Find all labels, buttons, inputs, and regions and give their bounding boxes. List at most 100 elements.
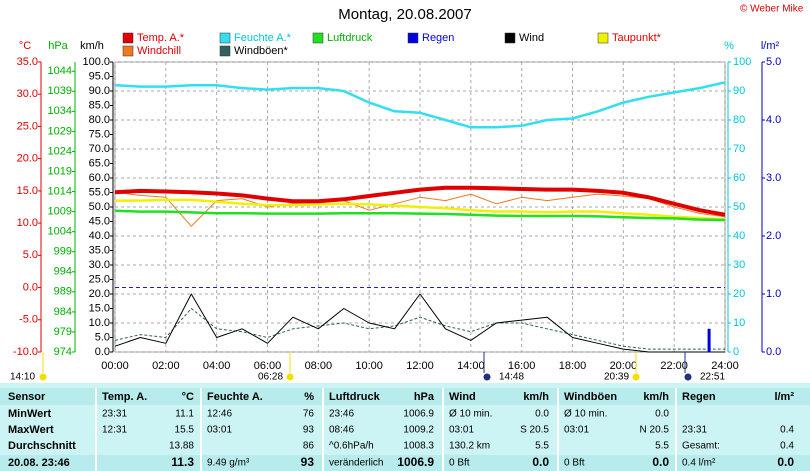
annotation: 14:10 bbox=[10, 372, 35, 383]
cell-value: 76 bbox=[303, 409, 315, 420]
series-line bbox=[115, 198, 726, 221]
series-line bbox=[114, 185, 726, 217]
x-tick-label: 00:00 bbox=[101, 360, 129, 372]
chart-title: Montag, 20.08.2007 bbox=[338, 6, 471, 23]
legend-swatch bbox=[219, 45, 231, 57]
y-tick-label: 40.0 bbox=[89, 230, 110, 242]
y-tick-label: 984 bbox=[54, 306, 72, 318]
axis-label: hPa bbox=[48, 40, 68, 52]
y-tick-label: 55.0 bbox=[89, 186, 110, 198]
x-tick-label: 04:00 bbox=[203, 360, 231, 372]
y-tick-label: 1014 bbox=[48, 185, 72, 197]
y-tick-label: 1034 bbox=[48, 105, 72, 117]
legend-swatch bbox=[122, 45, 134, 57]
cell-value: 0.4 bbox=[780, 441, 794, 452]
cell-value: 1006.9 bbox=[403, 409, 434, 420]
y-tick-label: 80.0 bbox=[89, 114, 110, 126]
cell-text: ^0.6hPa/h bbox=[329, 441, 374, 452]
y-tick-label: 50 bbox=[733, 201, 745, 213]
y-tick-label: 979 bbox=[54, 326, 72, 338]
x-tick-label: 16:00 bbox=[508, 360, 536, 372]
annotation-icon bbox=[632, 373, 640, 381]
table-header-unit: % bbox=[304, 391, 314, 403]
series-line bbox=[114, 209, 726, 222]
row-label: Durchschnitt bbox=[8, 440, 76, 452]
y-tick-label: 75.0 bbox=[89, 128, 110, 140]
legend-label: Feuchte A.* bbox=[234, 32, 292, 44]
y-tick-label: 994 bbox=[54, 266, 72, 278]
cell-text: 130.2 km bbox=[449, 441, 490, 452]
cell-value: 86 bbox=[303, 441, 315, 452]
cell-text: 03:01 bbox=[564, 425, 589, 436]
legend-label: Windböen* bbox=[234, 45, 289, 57]
series-line bbox=[114, 293, 725, 353]
table-header: Regen bbox=[682, 391, 716, 403]
y-tick-label: 0.0 bbox=[95, 346, 110, 358]
y-tick-label: 20 bbox=[733, 288, 745, 300]
cell-text: 23:46 bbox=[329, 409, 354, 420]
annotation: 06:28 bbox=[258, 372, 283, 383]
y-tick-label: 15.0 bbox=[89, 302, 110, 314]
table-header-unit: km/h bbox=[523, 391, 549, 403]
copyright: © Weber Mike bbox=[740, 4, 804, 15]
cell-value: 0.0 bbox=[652, 455, 669, 469]
series-line bbox=[114, 308, 725, 350]
legend-label: Windchill bbox=[137, 45, 181, 57]
legend-swatch bbox=[312, 32, 324, 44]
x-tick-label: 08:00 bbox=[305, 360, 333, 372]
cell-text: 08:46 bbox=[329, 425, 354, 436]
y-tick-label: 100.0 bbox=[82, 56, 110, 68]
y-tick-label: -10.0 bbox=[13, 346, 38, 358]
cell-value: 1009.2 bbox=[403, 425, 434, 436]
rain-bar bbox=[707, 328, 711, 352]
cell-value: 1006.9 bbox=[397, 455, 434, 469]
y-tick-label: 90 bbox=[733, 85, 745, 97]
y-tick-label: 30.0 bbox=[89, 259, 110, 271]
cell-value: 0.0 bbox=[532, 455, 549, 469]
y-tick-label: 2.0 bbox=[766, 230, 781, 242]
cell-value: 1008.3 bbox=[403, 441, 434, 452]
cell-text: veränderlich bbox=[329, 458, 383, 469]
legend-swatch bbox=[597, 32, 609, 44]
x-tick-label: 10:00 bbox=[355, 360, 383, 372]
y-tick-label: 80 bbox=[733, 114, 745, 126]
y-tick-label: 10.0 bbox=[89, 317, 110, 329]
y-tick-label: 0.0 bbox=[766, 346, 781, 358]
y-tick-label: -5.0 bbox=[19, 314, 38, 326]
y-tick-label: 20.0 bbox=[89, 288, 110, 300]
cell-value: 0.0 bbox=[777, 455, 794, 469]
y-tick-label: 1024 bbox=[48, 145, 72, 157]
cell-value: S 20.5 bbox=[520, 425, 549, 436]
y-tick-label: 35.0 bbox=[89, 244, 110, 256]
table-header-unit: °C bbox=[182, 391, 194, 403]
cell-text: 03:01 bbox=[449, 425, 474, 436]
y-tick-label: 5.0 bbox=[95, 331, 110, 343]
cell-text: Gesamt: bbox=[682, 441, 720, 452]
row-label: MaxWert bbox=[8, 424, 54, 436]
y-tick-label: 90.0 bbox=[89, 85, 110, 97]
cell-text: 03:01 bbox=[207, 425, 232, 436]
y-tick-label: 1009 bbox=[48, 206, 72, 218]
y-tick-label: 60.0 bbox=[89, 172, 110, 184]
table-header-unit: l/m² bbox=[774, 391, 794, 403]
annotation: 14:48 bbox=[499, 372, 524, 383]
y-tick-label: 1.0 bbox=[766, 288, 781, 300]
legend-label: Temp. A.* bbox=[137, 32, 185, 44]
y-tick-label: 60 bbox=[733, 172, 745, 184]
y-tick-label: 35.0 bbox=[17, 56, 38, 68]
cell-text: 0.4 l/m² bbox=[682, 458, 716, 469]
legend-swatch bbox=[407, 32, 419, 44]
cell-text: Ø 10 min. bbox=[449, 409, 492, 420]
x-tick-label: 02:00 bbox=[152, 360, 180, 372]
y-tick-label: 70.0 bbox=[89, 143, 110, 155]
y-tick-label: 989 bbox=[54, 286, 72, 298]
cell-value: 0.4 bbox=[780, 425, 794, 436]
x-tick-label: 24:00 bbox=[711, 360, 739, 372]
y-tick-label: 1039 bbox=[48, 85, 72, 97]
y-tick-label: 40 bbox=[733, 230, 745, 242]
legend-label: Luftdruck bbox=[327, 32, 373, 44]
y-tick-label: 1019 bbox=[48, 165, 72, 177]
y-tick-label: 50.0 bbox=[89, 201, 110, 213]
y-tick-label: 65.0 bbox=[89, 157, 110, 169]
cell-value: 13.88 bbox=[169, 441, 194, 452]
